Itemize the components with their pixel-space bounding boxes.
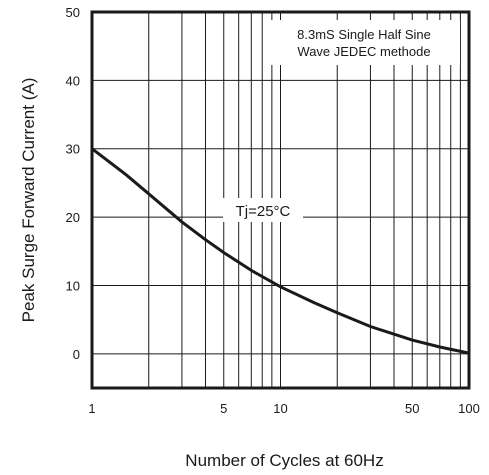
series-line (91, 147, 470, 355)
condition-label: Tj=25°C (236, 203, 291, 220)
plot-frame (90, 10, 471, 390)
y-tick-label: 50 (66, 5, 80, 20)
annotation-box (268, 20, 460, 65)
x-axis-title: Number of Cycles at 60Hz (185, 451, 383, 470)
x-tick-label: 100 (458, 401, 480, 416)
y-tick-label: 40 (66, 73, 80, 88)
grid (92, 12, 469, 388)
y-tick-label: 20 (66, 210, 80, 225)
annotation-line-2: Wave JEDEC methode (297, 44, 430, 59)
y-axis-title: Peak Surge Forward Current (A) (19, 78, 38, 323)
x-tick-label: 1 (88, 401, 95, 416)
x-tick-label: 5 (220, 401, 227, 416)
x-tick-labels: 1 5 10 50 100 (88, 401, 479, 416)
x-tick-label: 10 (273, 401, 287, 416)
y-tick-labels: 0 10 20 30 40 50 (66, 5, 80, 362)
y-tick-label: 10 (66, 278, 80, 293)
annotation-line-1: 8.3mS Single Half Sine (297, 27, 431, 42)
x-tick-label: 50 (405, 401, 419, 416)
y-tick-label: 30 (66, 142, 80, 157)
condition-label-bg (223, 198, 303, 222)
y-tick-label: 0 (73, 347, 80, 362)
